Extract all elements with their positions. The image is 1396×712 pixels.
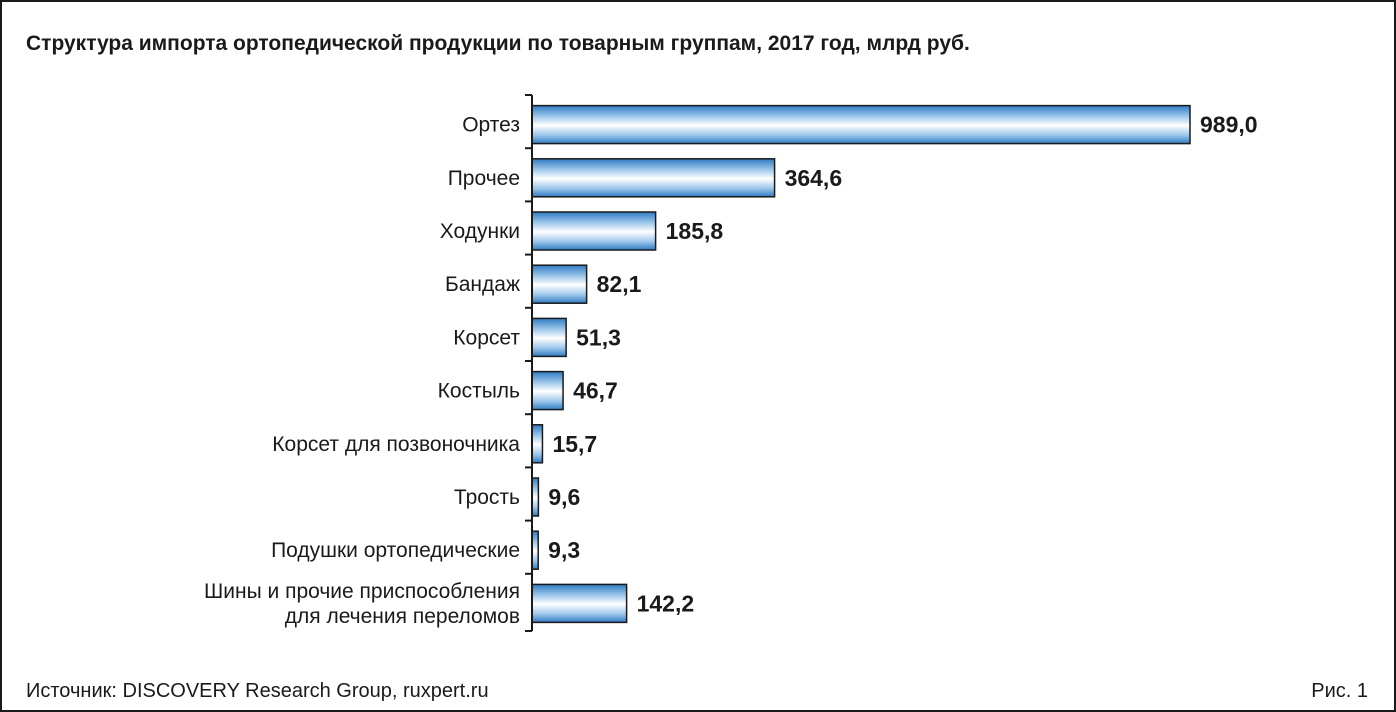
bars-layer	[531, 104, 1191, 624]
value-label: 15,7	[552, 431, 597, 457]
y-axis	[525, 94, 533, 632]
value-label: 9,3	[548, 537, 580, 563]
bar	[531, 370, 564, 411]
category-label: Трость	[454, 486, 520, 509]
value-label: 82,1	[597, 271, 642, 297]
category-label: Прочее	[448, 167, 520, 190]
bar	[531, 317, 567, 358]
category-label-line: Костыль	[438, 380, 520, 403]
category-label: Подушки ортопедические	[271, 539, 520, 562]
category-label-line: для лечения переломов	[285, 605, 520, 628]
bar	[531, 104, 1191, 145]
category-label-line: Шины и прочие приспособления	[204, 580, 520, 603]
category-label: Бандаж	[445, 273, 520, 296]
category-label-line: Ортез	[462, 114, 520, 137]
category-label: Костыль	[438, 380, 520, 403]
category-label-line: Корсет для позвоночника	[272, 433, 520, 456]
category-label-line: Прочее	[448, 167, 520, 190]
category-label: Ортез	[462, 114, 520, 137]
value-label: 364,6	[785, 165, 843, 191]
category-label: Шины и прочие приспособления для лечения …	[204, 580, 520, 628]
category-label-line: Корсет	[453, 326, 520, 349]
value-label: 46,7	[573, 378, 618, 404]
category-label-line: Подушки ортопедические	[271, 539, 520, 562]
category-label: Корсет для позвоночника	[272, 433, 520, 456]
bar	[531, 158, 776, 198]
value-label: 51,3	[576, 324, 621, 350]
category-label-line: Ходунки	[440, 220, 520, 243]
source-note: Источник: DISCOVERY Research Group, ruxp…	[26, 680, 489, 702]
bar	[531, 424, 544, 464]
labels-layer: 989,0 Ортез 364,6 Прочее 185,8 Ходунки 82,1 Бан…	[204, 112, 1258, 628]
value-label: 9,6	[548, 484, 580, 510]
bar	[531, 211, 657, 251]
chart-title: Структура импорта ортопедической продукц…	[26, 32, 970, 55]
category-label: Ходунки	[440, 220, 520, 243]
figure-label: Рис. 1	[1311, 680, 1368, 702]
category-label-line: Трость	[454, 486, 520, 509]
value-label: 989,0	[1200, 112, 1258, 138]
bar	[531, 583, 628, 624]
category-label: Корсет	[453, 326, 520, 349]
bar	[531, 264, 588, 304]
value-label: 142,2	[637, 590, 695, 616]
value-label: 185,8	[666, 218, 724, 244]
category-label-line: Бандаж	[445, 273, 520, 296]
